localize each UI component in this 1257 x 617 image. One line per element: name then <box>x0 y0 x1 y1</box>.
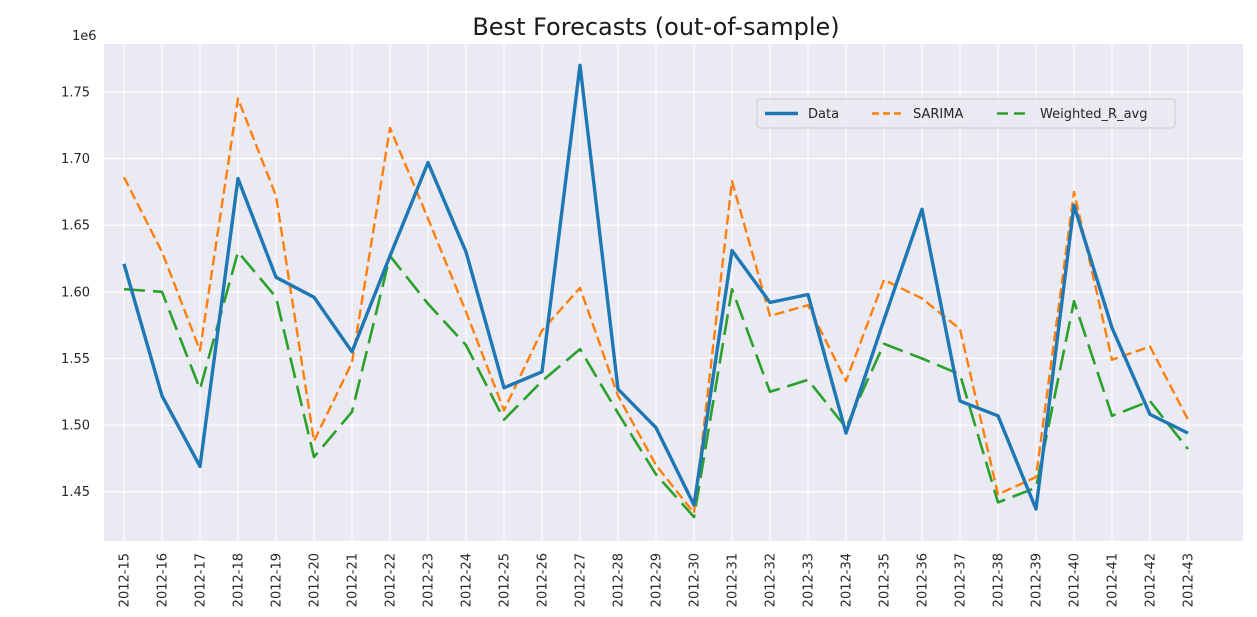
series-line-weighted-r-avg <box>123 250 1190 519</box>
y-axis-offset-label: 1e6 <box>72 29 97 44</box>
legend-label: SARIMA <box>913 107 963 122</box>
y-tick-label: 1.55 <box>61 352 90 367</box>
x-tick-label: 2012-38 <box>992 553 1007 607</box>
x-tick-label: 2012-40 <box>1068 553 1083 607</box>
series-lines <box>122 63 1190 519</box>
x-tick-label: 2012-41 <box>1106 553 1121 607</box>
x-tick-label: 2012-16 <box>156 553 171 607</box>
legend-label: Weighted_R_avg <box>1040 107 1148 122</box>
x-tick-label: 2012-33 <box>802 553 817 607</box>
grid-lines <box>104 44 1243 541</box>
chart-title: Best Forecasts (out-of-sample) <box>472 13 839 41</box>
x-tick-label: 2012-17 <box>194 553 209 607</box>
x-tick-label: 2012-35 <box>878 553 893 607</box>
x-tick-label: 2012-36 <box>916 553 931 607</box>
x-tick-label: 2012-23 <box>422 553 437 607</box>
x-tick-label: 2012-29 <box>650 553 665 607</box>
x-tick-label: 2012-34 <box>840 553 855 607</box>
x-tick-label: 2012-20 <box>308 553 323 607</box>
x-tick-label: 2012-31 <box>726 553 741 607</box>
x-tick-label: 2012-32 <box>764 553 779 607</box>
legend-label: Data <box>808 107 839 122</box>
legend: Data SARIMA Weighted_R_avg <box>756 98 1176 129</box>
x-tick-label: 2012-27 <box>574 553 589 607</box>
y-axis-ticks: 1.45 1.50 1.55 1.60 1.65 1.70 1.75 <box>61 85 90 500</box>
x-tick-label: 2012-25 <box>498 553 513 607</box>
x-axis-ticks: 2012-15 2012-16 2012-17 2012-18 2012-19 2012-… <box>118 553 1197 607</box>
x-tick-label: 2012-18 <box>232 553 247 607</box>
x-tick-label: 2012-15 <box>118 553 133 607</box>
x-tick-label: 2012-26 <box>536 553 551 607</box>
x-tick-label: 2012-19 <box>270 553 285 607</box>
y-tick-label: 1.75 <box>61 85 90 100</box>
x-tick-label: 2012-42 <box>1144 553 1159 607</box>
x-tick-label: 2012-22 <box>384 553 399 607</box>
legend-box <box>756 98 1176 129</box>
series-line-sarima <box>122 97 1190 515</box>
y-tick-label: 1.45 <box>61 485 90 500</box>
y-tick-label: 1.70 <box>61 152 90 167</box>
series-line-data <box>122 63 1189 511</box>
x-tick-label: 2012-28 <box>612 553 627 607</box>
x-tick-label: 2012-39 <box>1030 553 1045 607</box>
x-tick-label: 2012-21 <box>346 553 361 607</box>
x-tick-label: 2012-37 <box>954 553 969 607</box>
y-tick-label: 1.65 <box>61 219 90 234</box>
x-tick-label: 2012-43 <box>1182 553 1197 607</box>
y-tick-label: 1.60 <box>61 285 90 300</box>
x-tick-label: 2012-30 <box>688 553 703 607</box>
y-tick-label: 1.50 <box>61 419 90 434</box>
x-tick-label: 2012-24 <box>460 553 475 607</box>
